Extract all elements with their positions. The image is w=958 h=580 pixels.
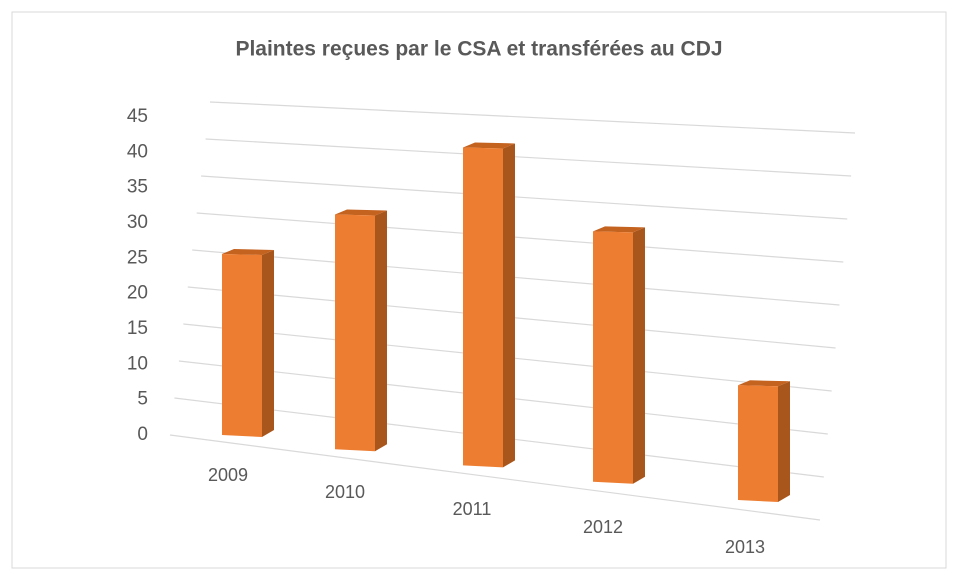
grid-line	[205, 138, 852, 177]
bar-top	[738, 380, 790, 387]
y-tick-label: 45	[127, 106, 148, 127]
x-tick-label: 2010	[325, 482, 365, 502]
grid-line	[201, 175, 848, 220]
grid-line	[196, 212, 844, 263]
bar-top	[335, 209, 387, 216]
y-tick-label: 20	[127, 283, 148, 304]
bar-side	[633, 227, 645, 484]
chart-title: Plaintes reçues par le CSA et transférée…	[235, 38, 722, 61]
bar	[463, 147, 503, 468]
y-tick-label: 5	[137, 389, 148, 410]
bars	[222, 142, 790, 503]
y-tick-label: 10	[127, 353, 148, 374]
x-tick-label: 2012	[583, 517, 623, 537]
bar-top	[593, 226, 645, 233]
y-tick-label: 25	[127, 247, 148, 268]
bar-side	[503, 143, 515, 468]
y-tick-label: 30	[127, 212, 148, 233]
x-tick-label: 2013	[725, 537, 765, 557]
x-tick-label: 2009	[208, 465, 248, 485]
y-tick-label: 0	[137, 424, 148, 445]
bar-side	[375, 210, 387, 452]
y-tick-label: 40	[127, 141, 148, 162]
x-tick-label: 2011	[453, 499, 492, 519]
bar	[335, 214, 375, 452]
bar-top	[222, 249, 274, 255]
bar-top	[463, 142, 515, 149]
grid-line	[209, 101, 856, 134]
bar	[222, 254, 262, 437]
bar	[593, 231, 633, 484]
grid-line	[169, 434, 821, 521]
grid-line	[192, 249, 840, 306]
grid	[169, 101, 856, 521]
bar-side	[262, 250, 274, 437]
bar-side	[778, 381, 790, 503]
y-tick-label: 35	[127, 177, 148, 198]
y-tick-label: 15	[127, 318, 148, 339]
bar	[738, 385, 778, 503]
